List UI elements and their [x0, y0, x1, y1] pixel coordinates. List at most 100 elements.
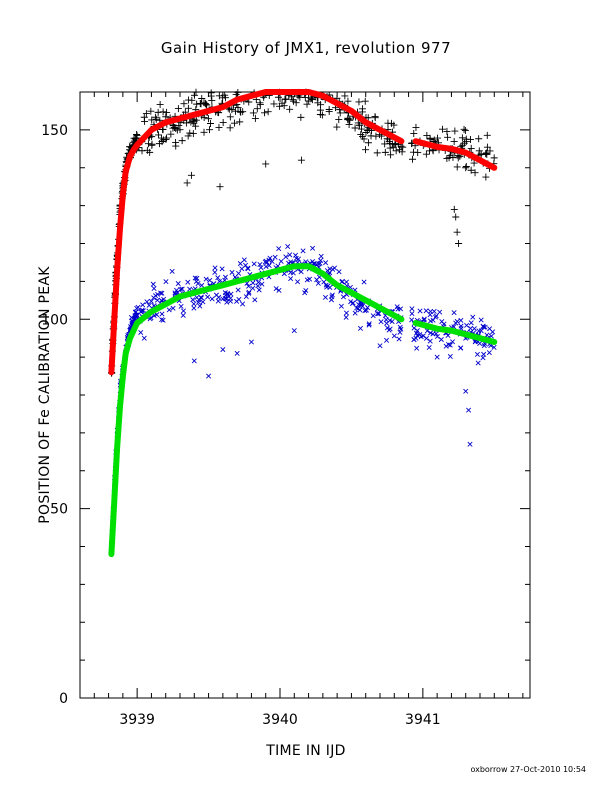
plus-point — [148, 141, 156, 149]
cross-point — [256, 287, 262, 293]
plus-point — [345, 121, 353, 129]
cross-point — [464, 322, 470, 328]
cross-point — [273, 286, 279, 292]
cross-point — [414, 328, 420, 334]
plus-point — [208, 97, 216, 105]
cross-point — [159, 317, 165, 323]
outlier-point — [455, 240, 463, 247]
plus-point — [386, 144, 394, 152]
plus-point — [303, 100, 311, 108]
y-tick-label: 50 — [50, 502, 68, 518]
cross-point — [228, 291, 234, 297]
cross-point — [191, 305, 197, 311]
cross-point — [194, 294, 200, 300]
plus-point — [155, 140, 163, 148]
cross-point — [293, 252, 299, 258]
plot-frame — [79, 91, 531, 699]
cross-point — [298, 269, 304, 275]
outlier-point — [187, 171, 195, 179]
cross-point — [490, 329, 496, 335]
plus-point — [138, 147, 146, 155]
plus-point — [307, 95, 315, 103]
cross-point — [209, 296, 215, 302]
plus-point — [201, 99, 209, 107]
cross-point — [150, 281, 156, 287]
cross-point — [352, 310, 358, 316]
plus-point — [333, 123, 341, 131]
cross-point — [146, 302, 152, 308]
plus-point — [409, 155, 417, 163]
cross-point — [155, 291, 161, 297]
series-2 — [412, 138, 498, 171]
plus-point — [384, 119, 392, 127]
cross-point — [327, 266, 333, 272]
outlier-point — [467, 441, 473, 447]
outlier-point — [183, 179, 191, 187]
cross-point — [468, 320, 474, 326]
plus-point — [450, 138, 458, 146]
plus-point — [351, 124, 359, 132]
cross-point — [151, 285, 157, 292]
series-5 — [412, 320, 498, 345]
cross-point — [375, 311, 381, 317]
x-axis-ticks: 3939 3940 3941 — [93, 92, 524, 728]
cross-point — [166, 307, 172, 313]
plus-point — [186, 129, 194, 137]
cross-point — [135, 304, 141, 310]
plus-point — [443, 127, 451, 135]
cross-point — [363, 307, 369, 313]
cross-point — [376, 311, 382, 317]
cross-point — [477, 340, 483, 347]
plus-point — [446, 151, 454, 159]
cross-point — [175, 281, 181, 287]
cross-point — [384, 337, 390, 343]
cross-point — [160, 317, 166, 323]
cross-point — [267, 255, 273, 261]
cross-point — [154, 297, 160, 303]
plus-point — [314, 99, 322, 107]
cross-point — [237, 261, 243, 267]
cross-point — [180, 312, 186, 318]
plus-point — [148, 116, 156, 124]
cross-point — [411, 325, 417, 331]
cross-point — [474, 351, 480, 357]
cross-point — [396, 336, 402, 342]
cross-point — [239, 266, 245, 272]
plus-point — [475, 135, 483, 143]
plus-point — [215, 92, 223, 100]
cross-point — [159, 290, 165, 296]
cross-point — [195, 299, 202, 305]
outlier-point — [220, 347, 226, 353]
cross-point — [300, 248, 306, 254]
outlier-point — [191, 358, 197, 364]
plus-point — [412, 123, 420, 131]
plus-point — [270, 100, 278, 108]
plus-point — [289, 96, 297, 104]
cross-point — [212, 265, 218, 271]
plus-point — [231, 107, 239, 115]
cross-point — [488, 333, 494, 339]
cross-point — [246, 290, 252, 296]
cross-point — [224, 299, 230, 305]
plus-point — [203, 101, 211, 109]
plus-point — [172, 138, 180, 146]
cross-point — [269, 258, 275, 265]
cross-point — [370, 313, 376, 319]
plus-point — [316, 111, 324, 119]
cross-point — [348, 299, 354, 305]
cross-point — [285, 244, 291, 250]
cross-point — [417, 331, 423, 338]
plus-point — [219, 118, 227, 126]
plus-point — [264, 108, 272, 116]
cross-point — [398, 306, 404, 312]
plus-point — [462, 162, 470, 170]
cross-point — [454, 318, 460, 324]
cross-point — [307, 276, 313, 282]
cross-point — [250, 285, 256, 291]
cross-point — [262, 259, 268, 265]
y-tick-label: 0 — [59, 691, 68, 707]
cross-point — [158, 290, 164, 296]
plus-point — [423, 131, 431, 139]
plus-point — [159, 108, 167, 116]
